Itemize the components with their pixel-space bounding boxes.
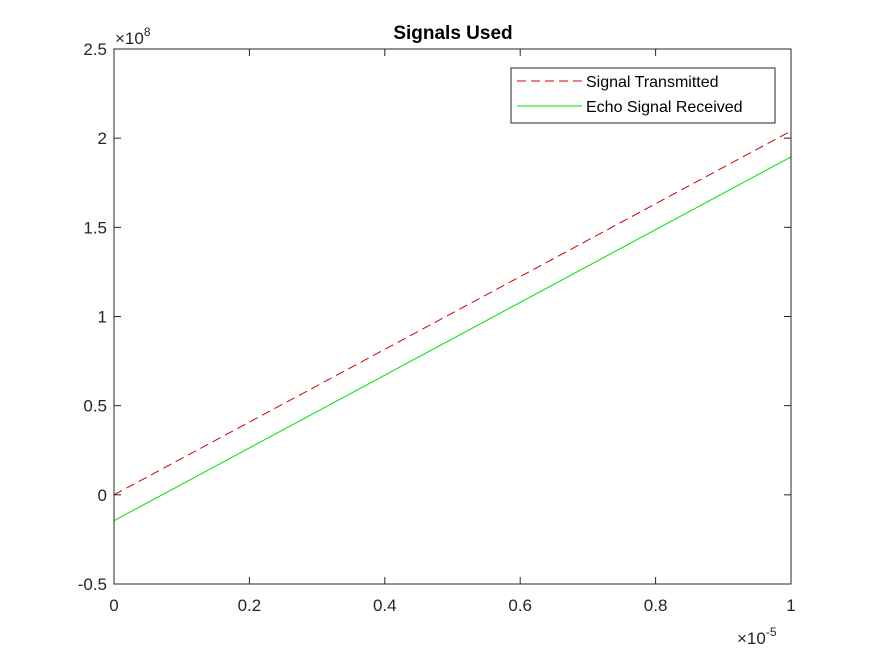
series-line-echo-signal-received: [113, 156, 792, 522]
x-exponent-power: -5: [766, 625, 777, 639]
series-layer: [113, 130, 792, 522]
legend-label-signal-transmitted: Signal Transmitted: [586, 74, 719, 91]
y-exponent-power: 8: [144, 25, 151, 39]
y-tick-label: 0.5: [83, 397, 107, 416]
legend-label-echo-signal-received: Echo Signal Received: [586, 99, 743, 116]
plot-area: [114, 49, 791, 584]
y-exponent-base: ×10: [115, 29, 144, 48]
legend[interactable]: Signal Transmitted Echo Signal Received: [510, 67, 776, 124]
y-tick-label: 0: [98, 486, 107, 505]
y-tick-label: 1: [98, 308, 107, 327]
x-exponent-base: ×10: [737, 629, 766, 648]
y-tick-label: -0.5: [78, 575, 107, 594]
y-tick-label: 2: [98, 129, 107, 148]
y-exponent-label: ×108: [115, 25, 151, 48]
x-tick-label: 0.8: [644, 596, 668, 615]
x-tick-label: 0.6: [508, 596, 532, 615]
y-tick-label: 2.5: [83, 40, 107, 59]
series-line-signal-transmitted: [113, 130, 792, 496]
x-tick-label: 0.4: [373, 596, 397, 615]
legend-box: [510, 67, 776, 124]
ticks-layer: 0 0.2 0.4 0.6 0.8 1-0.500.511.522.5: [78, 40, 796, 615]
y-tick-label: 1.5: [83, 218, 107, 237]
x-tick-label: 0: [109, 596, 118, 615]
x-tick-label: 0.2: [238, 596, 262, 615]
x-exponent-label: ×10-5: [737, 625, 777, 648]
x-tick-label: 1: [786, 596, 795, 615]
chart-title: Signals Used: [393, 23, 512, 44]
